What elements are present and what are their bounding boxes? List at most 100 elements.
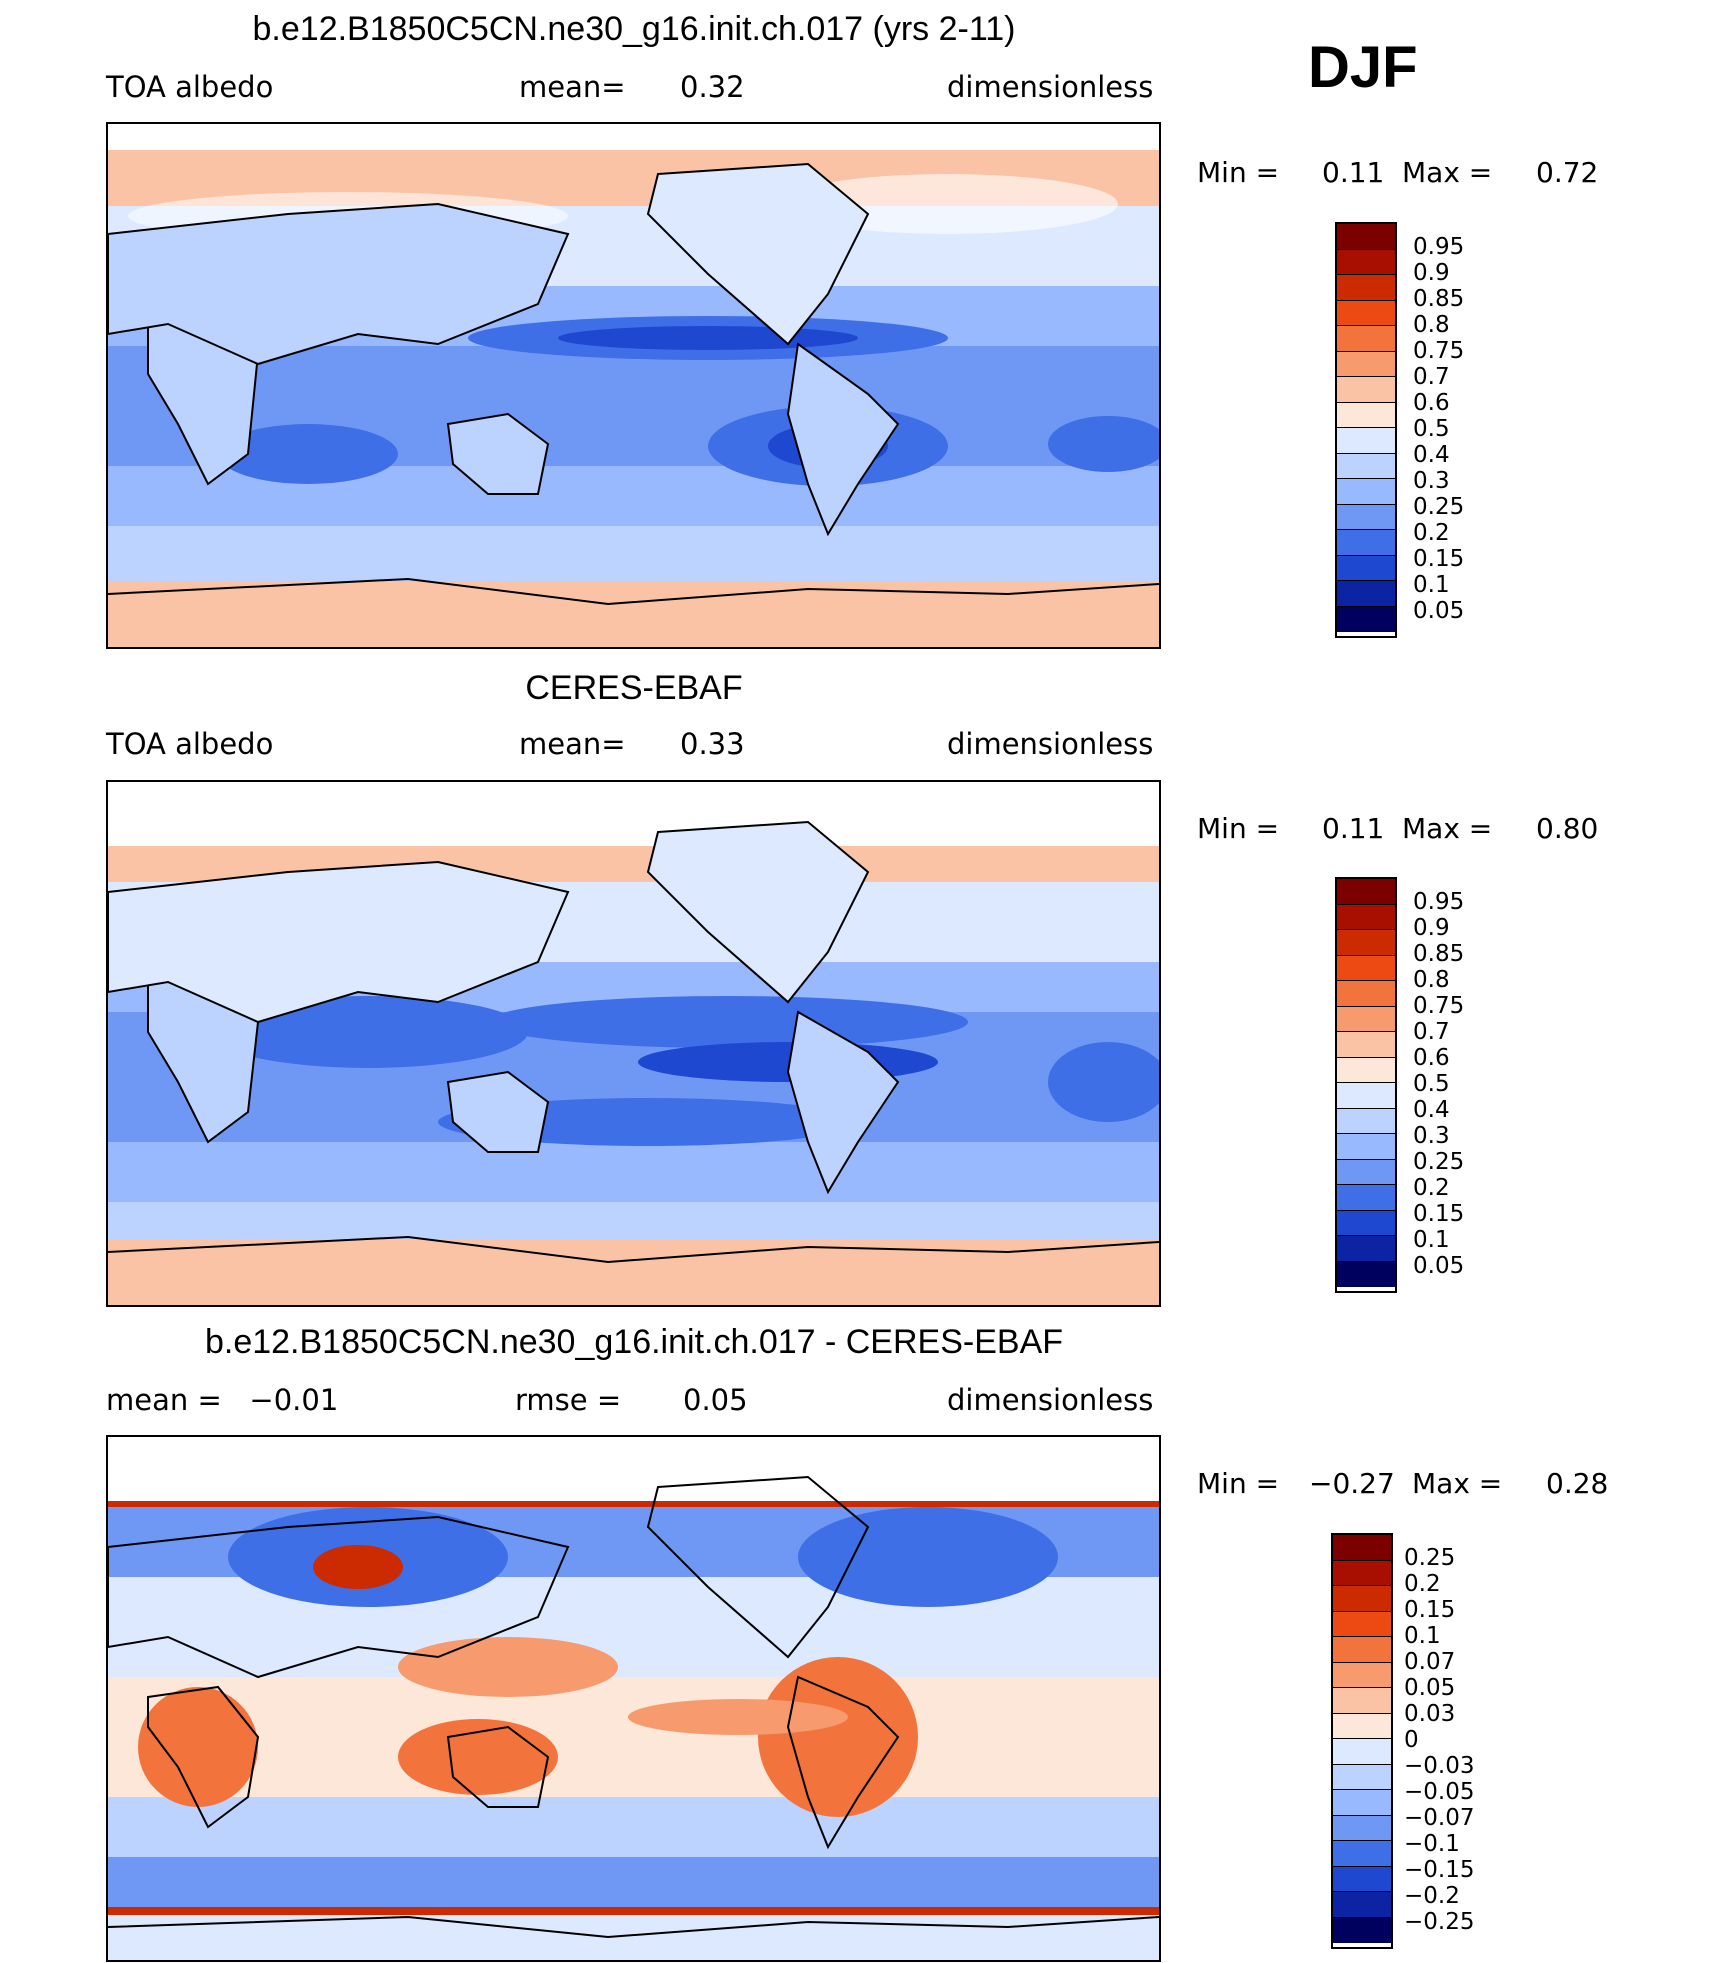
colorbar-swatch bbox=[1333, 1662, 1391, 1688]
panel-1-map bbox=[106, 122, 1161, 649]
colorbar-level-label: −0.15 bbox=[1404, 1857, 1475, 1883]
colorbar-level-label: 0.7 bbox=[1413, 364, 1450, 390]
colorbar-swatch bbox=[1333, 1586, 1391, 1612]
colorbar-level-label: −0.07 bbox=[1404, 1805, 1475, 1831]
colorbar-swatch bbox=[1337, 377, 1395, 403]
panel-2-max-label: Max = bbox=[1402, 812, 1493, 845]
colorbar-swatch bbox=[1333, 1866, 1391, 1892]
colorbar-level-label: 0.9 bbox=[1413, 915, 1450, 941]
colorbar-swatch bbox=[1333, 1535, 1391, 1561]
panel-3-min-label: Min = bbox=[1197, 1467, 1280, 1500]
panel-1-colorbar bbox=[1335, 222, 1397, 638]
colorbar-level-label: 0.8 bbox=[1413, 312, 1450, 338]
colorbar-level-label: 0.95 bbox=[1413, 889, 1465, 915]
colorbar-swatch bbox=[1337, 1261, 1395, 1287]
colorbar-level-label: 0.25 bbox=[1404, 1545, 1456, 1571]
panel-2-max-value: 0.80 bbox=[1536, 812, 1599, 845]
colorbar-level-label: 0.5 bbox=[1413, 1071, 1450, 1097]
colorbar-level-label: 0.2 bbox=[1413, 1175, 1450, 1201]
colorbar-swatch bbox=[1337, 1185, 1395, 1211]
panel-1-mean-label: mean= bbox=[519, 70, 626, 104]
colorbar-swatch bbox=[1337, 955, 1395, 981]
colorbar-swatch bbox=[1337, 930, 1395, 956]
colorbar-swatch bbox=[1337, 224, 1395, 250]
panel-2-title: CERES-EBAF bbox=[525, 669, 743, 707]
colorbar-level-label: 0 bbox=[1404, 1727, 1419, 1753]
colorbar-swatch bbox=[1337, 581, 1395, 607]
colorbar-swatch bbox=[1337, 300, 1395, 326]
colorbar-swatch bbox=[1333, 1688, 1391, 1714]
colorbar-level-label: −0.05 bbox=[1404, 1779, 1475, 1805]
colorbar-swatch bbox=[1333, 1611, 1391, 1637]
panel-2-min-value: 0.11 bbox=[1322, 812, 1385, 845]
colorbar-swatch bbox=[1337, 904, 1395, 930]
colorbar-swatch bbox=[1337, 275, 1395, 301]
colorbar-level-label: 0.1 bbox=[1413, 572, 1450, 598]
colorbar-level-label: 0.75 bbox=[1413, 993, 1465, 1019]
colorbar-level-label: 0.8 bbox=[1413, 967, 1450, 993]
colorbar-level-label: 0.1 bbox=[1404, 1623, 1441, 1649]
colorbar-swatch bbox=[1337, 1236, 1395, 1262]
panel-1-title: b.e12.B1850C5CN.ne30_g16.init.ch.017 (yr… bbox=[252, 10, 1016, 48]
colorbar-swatch bbox=[1333, 1637, 1391, 1663]
colorbar-swatch bbox=[1337, 1134, 1395, 1160]
colorbar-swatch bbox=[1337, 402, 1395, 428]
colorbar-swatch bbox=[1333, 1917, 1391, 1943]
panel-2-map bbox=[106, 780, 1161, 1307]
colorbar-swatch bbox=[1333, 1560, 1391, 1586]
colorbar-level-label: 0.2 bbox=[1413, 520, 1450, 546]
panel-3-min-value: −0.27 bbox=[1309, 1467, 1395, 1500]
colorbar-level-label: 0.6 bbox=[1413, 1045, 1450, 1071]
panel-1-units: dimensionless bbox=[947, 70, 1154, 104]
panel-3-mean: mean = −0.01 bbox=[106, 1383, 339, 1417]
colorbar-swatch bbox=[1337, 1159, 1395, 1185]
colorbar-level-label: 0.95 bbox=[1413, 234, 1465, 260]
colorbar-swatch bbox=[1337, 1108, 1395, 1134]
panel-2-mean-label: mean= bbox=[519, 727, 626, 761]
colorbar-swatch bbox=[1337, 879, 1395, 905]
colorbar-level-label: 0.15 bbox=[1404, 1597, 1456, 1623]
panel-1-mean-value: 0.32 bbox=[680, 70, 745, 104]
colorbar-level-label: 0.3 bbox=[1413, 1123, 1450, 1149]
colorbar-swatch bbox=[1337, 530, 1395, 556]
colorbar-swatch bbox=[1333, 1892, 1391, 1918]
panel-3-rmse-value: 0.05 bbox=[683, 1383, 748, 1417]
panel-3-rmse-label: rmse = bbox=[515, 1383, 622, 1417]
panel-3-title: b.e12.B1850C5CN.ne30_g16.init.ch.017 - C… bbox=[204, 1323, 1064, 1361]
panel-2-min-label: Min = bbox=[1197, 812, 1280, 845]
colorbar-swatch bbox=[1337, 351, 1395, 377]
colorbar-swatch bbox=[1337, 1083, 1395, 1109]
colorbar-level-label: 0.85 bbox=[1413, 941, 1465, 967]
colorbar-swatch bbox=[1337, 504, 1395, 530]
season-label: DJF bbox=[1308, 35, 1418, 100]
colorbar-level-label: 0.15 bbox=[1413, 1201, 1465, 1227]
colorbar-swatch bbox=[1337, 428, 1395, 454]
colorbar-swatch bbox=[1333, 1841, 1391, 1867]
panel-1-min-label: Min = bbox=[1197, 156, 1280, 189]
colorbar-level-label: −0.2 bbox=[1404, 1883, 1460, 1909]
panel-2-mean-value: 0.33 bbox=[680, 727, 745, 761]
panel-3-max-value: 0.28 bbox=[1546, 1467, 1609, 1500]
colorbar-swatch bbox=[1337, 479, 1395, 505]
colorbar-level-label: 0.85 bbox=[1413, 286, 1465, 312]
panel-3-colorbar bbox=[1331, 1533, 1393, 1949]
colorbar-swatch bbox=[1337, 453, 1395, 479]
panel-1-variable: TOA albedo bbox=[106, 70, 274, 104]
colorbar-swatch bbox=[1333, 1815, 1391, 1841]
colorbar-swatch bbox=[1337, 606, 1395, 632]
colorbar-level-label: 0.4 bbox=[1413, 442, 1450, 468]
colorbar-level-label: 0.75 bbox=[1413, 338, 1465, 364]
panel-1-max-value: 0.72 bbox=[1536, 156, 1599, 189]
colorbar-level-label: 0.25 bbox=[1413, 1149, 1465, 1175]
colorbar-swatch bbox=[1333, 1739, 1391, 1765]
colorbar-swatch bbox=[1337, 1032, 1395, 1058]
colorbar-swatch bbox=[1337, 981, 1395, 1007]
colorbar-level-label: 0.9 bbox=[1413, 260, 1450, 286]
panel-2-units: dimensionless bbox=[947, 727, 1154, 761]
colorbar-level-label: 0.05 bbox=[1413, 598, 1465, 624]
colorbar-level-label: 0.05 bbox=[1404, 1675, 1456, 1701]
colorbar-level-label: 0.15 bbox=[1413, 546, 1465, 572]
colorbar-level-label: 0.4 bbox=[1413, 1097, 1450, 1123]
colorbar-level-label: 0.3 bbox=[1413, 468, 1450, 494]
colorbar-level-label: 0.07 bbox=[1404, 1649, 1456, 1675]
